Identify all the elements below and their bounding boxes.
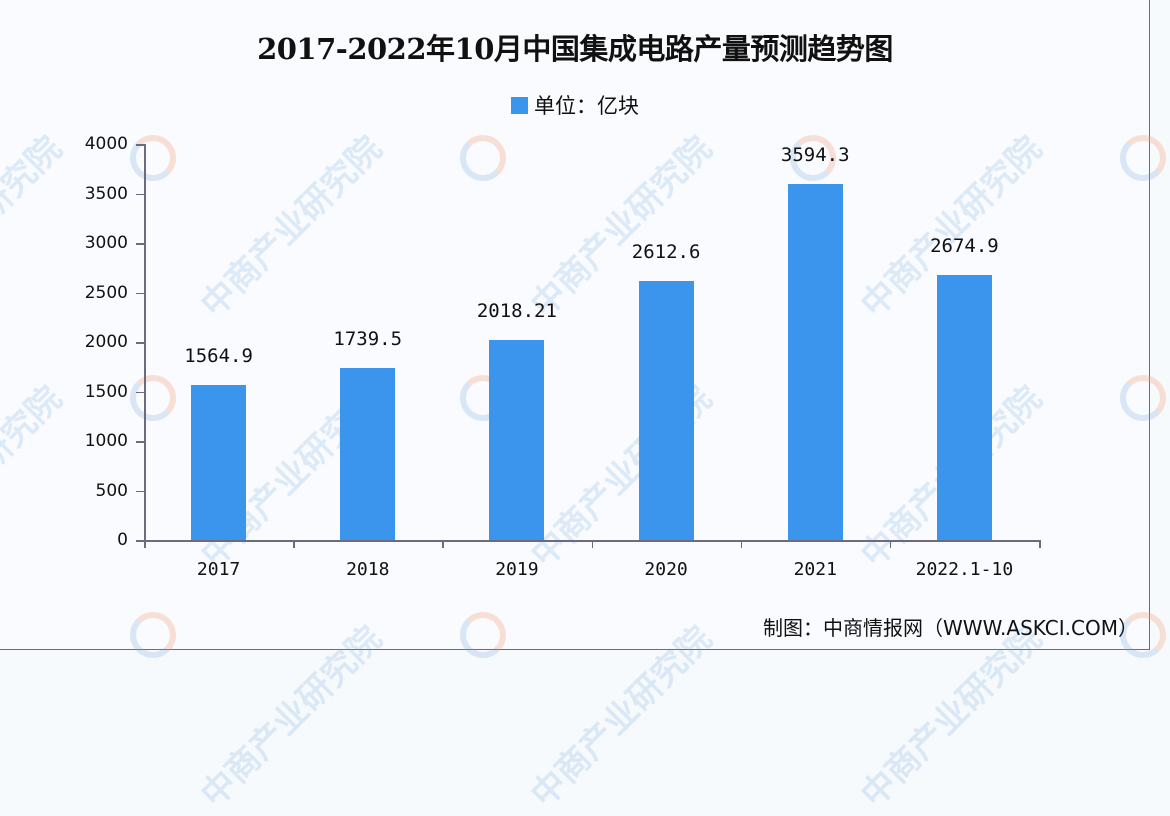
bar-2018 [340, 367, 396, 540]
x-tick-label: 2017 [196, 559, 241, 580]
bar-2020 [638, 281, 694, 540]
x-tick-label: 2021 [793, 559, 837, 580]
y-tick-label: 2000 [84, 332, 128, 352]
y-tick [136, 441, 145, 443]
y-tick [136, 144, 145, 146]
x-tick [144, 540, 146, 548]
x-tick [293, 540, 295, 548]
bar-2017 [191, 385, 247, 540]
x-tick [1039, 540, 1041, 548]
y-tick-label: 2500 [84, 282, 128, 303]
bar-2019 [489, 340, 545, 540]
x-tick [591, 540, 593, 548]
bar-2022.1-10 [936, 275, 992, 540]
y-tick [136, 540, 145, 542]
y-tick-label: 500 [95, 480, 128, 501]
bar-value-label: 3594.3 [780, 144, 850, 167]
y-tick-label: 3000 [84, 233, 128, 253]
y-tick [136, 391, 145, 393]
bar-value-label: 2674.9 [930, 235, 999, 258]
bar-2021 [787, 184, 843, 540]
bar-value-label: 1564.9 [184, 345, 253, 368]
y-tick [136, 490, 145, 492]
y-tick-label: 0 [117, 530, 128, 550]
x-tick-label: 2022.1-10 [915, 559, 1014, 580]
y-tick-label: 4000 [84, 134, 128, 154]
bar-value-label: 2612.6 [631, 241, 701, 264]
chart-title: 2017-2022年10月中国集成电路产量预测趋势图 [257, 32, 893, 66]
x-tick-label: 2019 [495, 559, 539, 580]
y-tick-label: 3500 [84, 183, 128, 204]
x-tick [740, 540, 743, 548]
y-tick-label: 1000 [84, 431, 128, 451]
y-tick [136, 243, 145, 245]
legend-label: 单位：亿块 [534, 94, 639, 118]
y-axis [144, 144, 146, 546]
x-tick-label: 2020 [644, 559, 688, 580]
x-tick-label: 2018 [346, 559, 390, 580]
source-credit: 制图：中商情报网（WWW.ASKCI.COM） [763, 616, 1138, 640]
plot-area: 0 500 1000 1500 2000 2500 3000 3500 4000 1564.9 20… [84, 134, 1041, 580]
x-tick [889, 540, 892, 548]
y-tick [136, 193, 145, 195]
legend-swatch [511, 96, 528, 114]
y-tick-label: 1500 [84, 381, 128, 402]
x-tick [442, 540, 444, 548]
y-tick [136, 342, 145, 344]
y-tick [136, 292, 145, 294]
legend: 单位：亿块 [0, 90, 1150, 120]
bar-value-label: 2018.21 [476, 300, 557, 323]
bar-value-label: 1739.5 [333, 327, 403, 350]
